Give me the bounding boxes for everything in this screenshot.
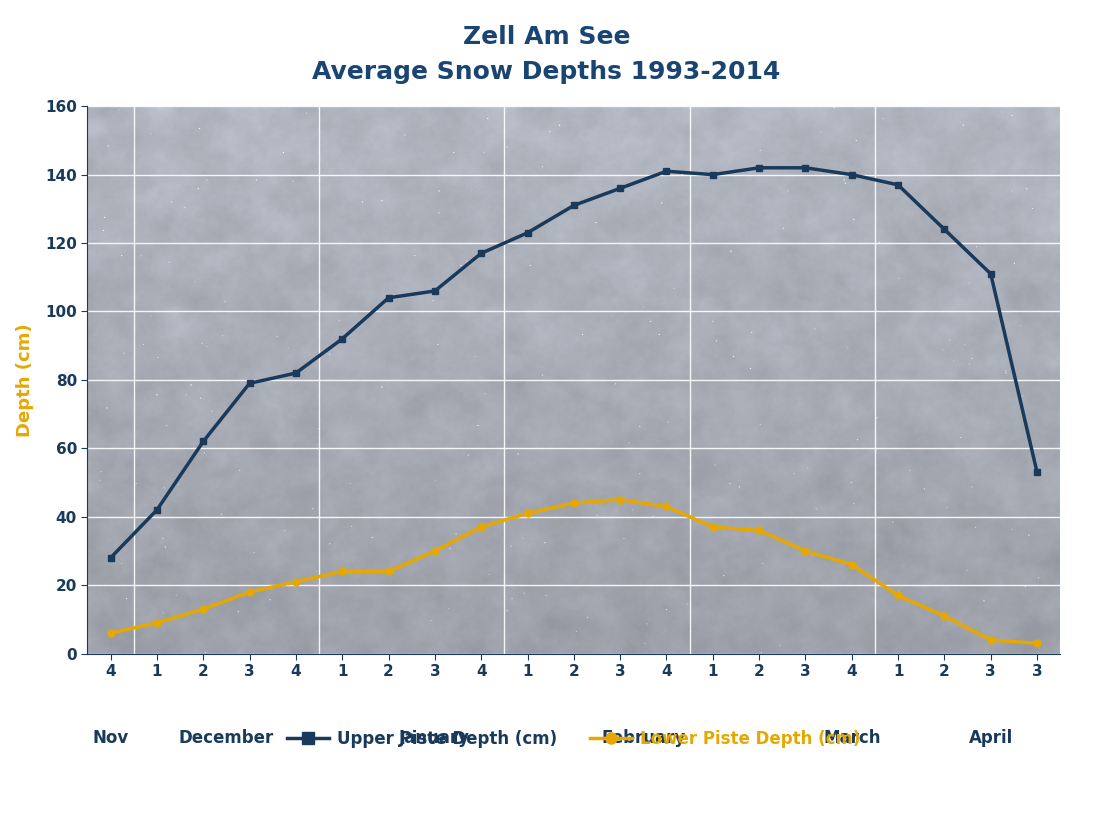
Lower Piste Depth (cm) [521, 508, 534, 518]
Lower Piste Depth (cm) [474, 522, 487, 532]
Upper Piste Depth (cm) [197, 436, 210, 446]
Text: April: April [968, 729, 1013, 747]
Upper Piste Depth (cm) [381, 293, 395, 303]
Text: Nov: Nov [93, 729, 129, 747]
Lower Piste Depth (cm) [613, 495, 626, 505]
Upper Piste Depth (cm) [243, 378, 256, 388]
Y-axis label: Depth (cm): Depth (cm) [16, 323, 34, 437]
Upper Piste Depth (cm) [984, 269, 997, 279]
Line: Upper Piste Depth (cm): Upper Piste Depth (cm) [107, 164, 1041, 561]
Upper Piste Depth (cm) [290, 368, 303, 378]
Text: January: January [399, 729, 470, 747]
Text: Zell Am See
Average Snow Depths 1993-2014: Zell Am See Average Snow Depths 1993-201… [313, 25, 780, 84]
Line: Lower Piste Depth (cm): Lower Piste Depth (cm) [107, 496, 1041, 647]
Text: March: March [823, 729, 881, 747]
Upper Piste Depth (cm) [753, 163, 766, 172]
Lower Piste Depth (cm) [151, 618, 164, 627]
Lower Piste Depth (cm) [104, 628, 117, 638]
Upper Piste Depth (cm) [938, 225, 951, 234]
Lower Piste Depth (cm) [381, 567, 395, 577]
Upper Piste Depth (cm) [799, 163, 812, 172]
Upper Piste Depth (cm) [613, 184, 626, 194]
Lower Piste Depth (cm) [938, 611, 951, 621]
Lower Piste Depth (cm) [243, 587, 256, 597]
Lower Piste Depth (cm) [845, 560, 858, 569]
Lower Piste Depth (cm) [799, 546, 812, 556]
Upper Piste Depth (cm) [660, 167, 673, 176]
Lower Piste Depth (cm) [197, 605, 210, 614]
Lower Piste Depth (cm) [753, 525, 766, 535]
Lower Piste Depth (cm) [428, 546, 442, 556]
Upper Piste Depth (cm) [892, 180, 905, 190]
Upper Piste Depth (cm) [706, 170, 719, 180]
Lower Piste Depth (cm) [706, 522, 719, 532]
Lower Piste Depth (cm) [290, 577, 303, 587]
Upper Piste Depth (cm) [474, 248, 487, 258]
Upper Piste Depth (cm) [521, 228, 534, 238]
Text: December: December [179, 729, 274, 747]
Upper Piste Depth (cm) [336, 334, 349, 344]
Lower Piste Depth (cm) [567, 498, 580, 508]
Upper Piste Depth (cm) [1031, 467, 1044, 477]
Upper Piste Depth (cm) [845, 170, 858, 180]
Legend: Upper Piste Depth (cm), Lower Piste Depth (cm): Upper Piste Depth (cm), Lower Piste Dept… [280, 723, 868, 755]
Text: February: February [601, 729, 685, 747]
Upper Piste Depth (cm) [428, 286, 442, 296]
Lower Piste Depth (cm) [660, 502, 673, 511]
Upper Piste Depth (cm) [104, 553, 117, 563]
Upper Piste Depth (cm) [567, 200, 580, 210]
Lower Piste Depth (cm) [1031, 638, 1044, 648]
Lower Piste Depth (cm) [892, 591, 905, 600]
Lower Piste Depth (cm) [336, 567, 349, 577]
Lower Piste Depth (cm) [984, 635, 997, 645]
Upper Piste Depth (cm) [151, 505, 164, 515]
